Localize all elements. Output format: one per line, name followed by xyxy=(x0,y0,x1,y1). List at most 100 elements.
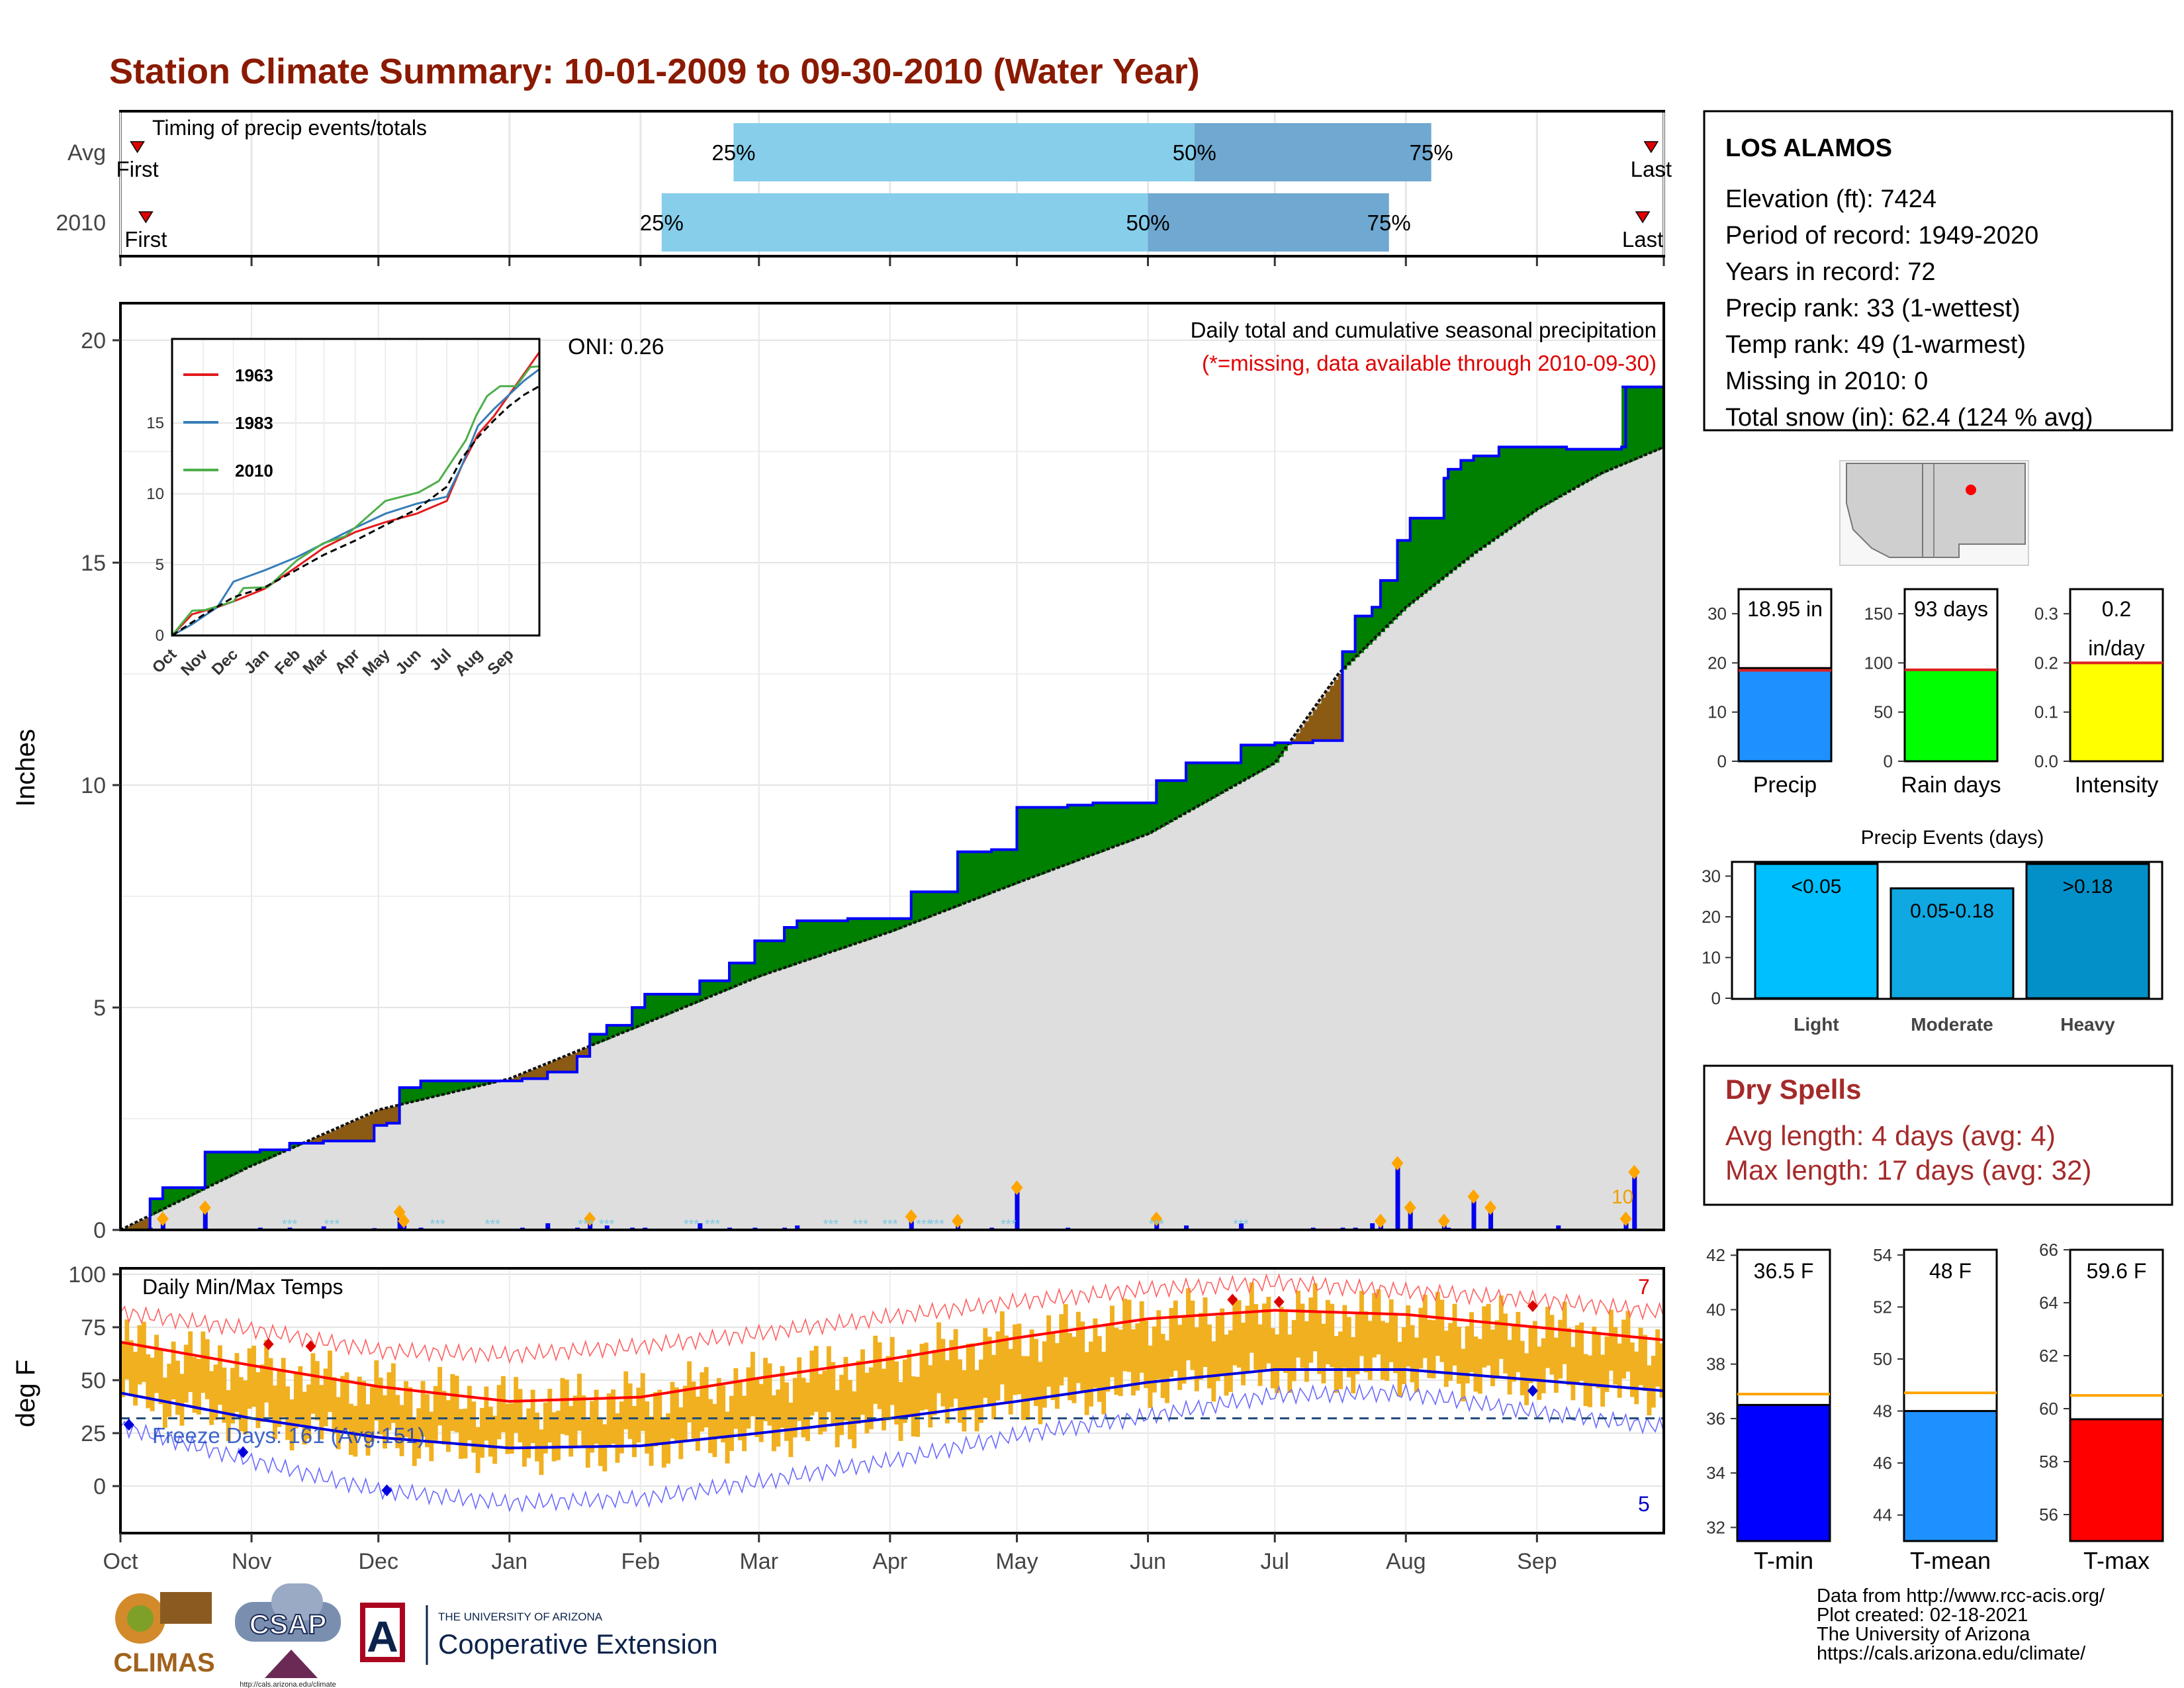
precip-daily-bars: *** *** *** *** *** *** *** *** *** *** *** ****** *… xyxy=(148,1156,1641,1232)
precip-departure-fill xyxy=(940,892,946,913)
precip-departure-fill xyxy=(213,1152,218,1185)
precip-departure-fill xyxy=(758,941,764,976)
precip-departure-fill xyxy=(1291,739,1297,743)
daily-temp-bar xyxy=(1097,1336,1102,1402)
precip-departure-fill xyxy=(1084,805,1089,858)
precip-departure-fill xyxy=(970,851,976,901)
daily-temp-bar xyxy=(501,1376,506,1432)
precip-departure-fill xyxy=(619,1025,624,1034)
precip-departure-fill xyxy=(932,892,937,916)
daily-temp-bar xyxy=(640,1373,645,1431)
daily-temp-bar xyxy=(484,1386,489,1441)
daily-temp-bar xyxy=(1410,1325,1415,1383)
daily-temp-bar xyxy=(259,1364,265,1423)
inset-ytick-label: 5 xyxy=(156,556,164,574)
precip-departure-fill xyxy=(1017,807,1022,883)
footer-line: https://cals.arizona.edu/climate/ xyxy=(1817,1643,2086,1664)
ua-emblem xyxy=(360,1603,405,1662)
daily-temp-bar xyxy=(708,1399,713,1454)
daily-temp-bar xyxy=(1101,1352,1107,1415)
first-label: First xyxy=(116,157,158,181)
inset-ytick-label: 15 xyxy=(146,414,164,432)
precip-departure-fill xyxy=(1139,802,1144,837)
last-label: Last xyxy=(1631,157,1672,181)
temp-summary-ytick-label: 62 xyxy=(2039,1346,2058,1366)
daily-temp-bar xyxy=(1388,1299,1394,1362)
daily-temp-bar xyxy=(1498,1295,1504,1359)
daily-temp-bar xyxy=(1418,1307,1424,1369)
precip-departure-fill xyxy=(1059,807,1064,867)
precip-departure-fill xyxy=(1363,616,1369,649)
map-new-mexico xyxy=(1922,463,2026,558)
temp-summary-ytick-label: 42 xyxy=(1706,1245,1725,1265)
precip-departure-fill xyxy=(1473,455,1479,554)
precip-departure-fill xyxy=(1490,455,1496,542)
daily-temp-bar xyxy=(822,1370,827,1432)
daily-temp-bar xyxy=(1220,1308,1225,1376)
daily-temp-bar xyxy=(404,1381,408,1437)
temp-ytick-label: 25 xyxy=(81,1421,106,1446)
daily-precip-marker xyxy=(398,1213,410,1229)
daily-temp-bar xyxy=(1516,1311,1521,1372)
inset-frame xyxy=(171,338,541,637)
precip-departure-fill xyxy=(441,1080,447,1095)
daily-temp-bar xyxy=(852,1391,857,1448)
daily-temp-bar xyxy=(1038,1362,1043,1425)
precip-departure-fill xyxy=(1422,518,1428,594)
daily-temp-bar xyxy=(323,1368,328,1427)
daily-temp-bar xyxy=(1359,1290,1364,1356)
daily-temp-bar xyxy=(1570,1346,1576,1401)
precip-departure-fill xyxy=(661,994,666,1017)
temp-summary-bar xyxy=(1736,1403,1831,1542)
precip-ytick-label: 15 xyxy=(81,551,106,576)
dry-frame xyxy=(1703,1064,2173,1206)
record-max-line xyxy=(120,1273,1664,1364)
daily-temp-bar xyxy=(395,1395,400,1448)
station-line: Precip rank: 33 (1-wettest) xyxy=(1725,295,2021,322)
daily-temp-bar xyxy=(889,1336,895,1405)
daily-temp-bar xyxy=(1558,1319,1563,1379)
daily-temp-bar xyxy=(496,1385,502,1440)
precip-departure-fill xyxy=(1537,447,1542,510)
daily-temp-bar xyxy=(1638,1327,1643,1385)
csap-mountain xyxy=(265,1650,318,1678)
precip-departure-fill xyxy=(1008,849,1013,886)
daily-temp-bar xyxy=(716,1378,721,1436)
precip-departure-fill xyxy=(1203,763,1208,804)
daily-temp-bar xyxy=(251,1345,256,1407)
precip-departure-fill xyxy=(788,927,794,966)
ua-big-text: Cooperative Extension xyxy=(438,1628,718,1660)
summary-ytick-label: 50 xyxy=(1874,702,1893,722)
daily-temp-bar xyxy=(158,1348,163,1405)
snow-marker: *** xyxy=(578,1217,594,1232)
daily-temp-bar xyxy=(1017,1323,1022,1395)
daily-temp-bar xyxy=(712,1403,717,1458)
precip-departure-fill xyxy=(767,941,772,974)
daily-temp-bar xyxy=(1363,1311,1369,1373)
daily-temp-bar xyxy=(877,1342,882,1409)
daily-temp-bar xyxy=(826,1346,831,1413)
daily-temp-bar xyxy=(704,1367,709,1428)
daily-temp-bar xyxy=(556,1411,561,1460)
precip-departure-fill xyxy=(1659,387,1664,449)
precip-departure-fill xyxy=(459,1080,464,1091)
daily-temp-bar xyxy=(1249,1282,1254,1353)
station-line: Elevation (ft): 7424 xyxy=(1725,185,1936,213)
daily-temp-bar xyxy=(526,1408,531,1458)
daily-temp-bar xyxy=(987,1336,992,1405)
precip-departure-fill xyxy=(247,1152,252,1168)
precip-departure-fill xyxy=(1520,447,1525,522)
station-line: Temp rank: 49 (1-warmest) xyxy=(1725,331,2026,359)
temp-summary-label: T-mean xyxy=(1910,1547,1991,1574)
precip-departure-fill xyxy=(1236,763,1242,784)
daily-temp-bar xyxy=(1414,1337,1419,1393)
temp-summary-ytick-label: 44 xyxy=(1873,1505,1892,1525)
temp-summary-bar xyxy=(2069,1418,2164,1542)
footer-line: The University of Arizona xyxy=(1817,1624,2030,1645)
temp-yticks: 0 25 50 75 100 xyxy=(68,1262,120,1499)
events-ytick-label: 30 xyxy=(1702,867,1721,886)
daily-temp-bar xyxy=(459,1409,464,1459)
precip-departure-fill xyxy=(349,1123,353,1141)
temp-ylabel: deg F xyxy=(11,1360,40,1427)
precip-departure-fill xyxy=(1101,802,1107,852)
